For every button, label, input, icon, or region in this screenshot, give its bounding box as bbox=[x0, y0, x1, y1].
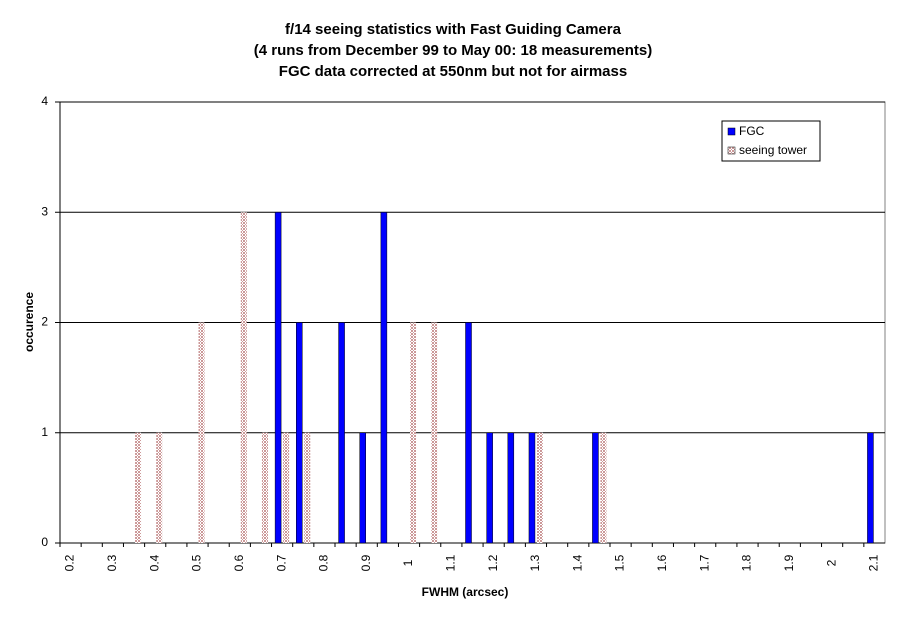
x-tick-label: 1 bbox=[401, 559, 415, 566]
x-tick-label: 0.9 bbox=[359, 554, 373, 571]
chart-subtitle: (4 runs from December 99 to May 00: 18 m… bbox=[254, 42, 653, 59]
bar bbox=[507, 432, 515, 544]
legend-swatch bbox=[727, 127, 736, 136]
bar bbox=[380, 212, 388, 544]
bar bbox=[261, 432, 268, 543]
x-tick-label: 1.2 bbox=[486, 554, 500, 571]
x-tick-label: 1.9 bbox=[782, 554, 796, 571]
bar bbox=[338, 322, 345, 544]
bar bbox=[410, 322, 417, 543]
y-tick-label: 1 bbox=[41, 425, 48, 439]
x-tick-label: 0.8 bbox=[317, 554, 331, 571]
bar bbox=[431, 322, 438, 543]
bar bbox=[536, 432, 543, 543]
y-axis-title: occurence bbox=[22, 292, 36, 352]
bar bbox=[465, 322, 472, 544]
y-tick-label: 3 bbox=[41, 204, 48, 218]
y-tick-label: 0 bbox=[41, 535, 48, 549]
x-tick-label: 1.8 bbox=[740, 554, 754, 571]
x-tick-label: 0.4 bbox=[147, 554, 161, 571]
x-tick-label: 1.6 bbox=[655, 554, 669, 571]
bar bbox=[198, 322, 205, 543]
bar bbox=[274, 212, 282, 544]
y-tick-label: 2 bbox=[41, 315, 48, 329]
y-tick-label: 4 bbox=[41, 94, 48, 108]
legend-box bbox=[721, 120, 821, 162]
x-tick-label: 1.1 bbox=[444, 554, 458, 571]
x-tick-label: 0.6 bbox=[232, 554, 246, 571]
x-tick-label: 1.7 bbox=[697, 554, 711, 571]
x-tick-label: 2.1 bbox=[867, 554, 881, 571]
x-axis-title: FWHM (arcsec) bbox=[422, 585, 509, 599]
bar bbox=[600, 432, 607, 543]
bar bbox=[592, 432, 599, 544]
x-tick-label: 0.7 bbox=[274, 554, 288, 571]
legend-label: FGC bbox=[739, 124, 765, 138]
bar bbox=[528, 432, 536, 544]
x-tick-label: 2 bbox=[824, 559, 838, 566]
x-tick-label: 0.5 bbox=[190, 554, 204, 571]
bar bbox=[359, 432, 366, 544]
legend-label: seeing tower bbox=[739, 143, 807, 157]
bar bbox=[304, 432, 311, 543]
bar bbox=[283, 432, 290, 543]
x-tick-label: 1.4 bbox=[570, 554, 584, 571]
x-tick-label: 1.5 bbox=[613, 554, 627, 571]
legend-swatch bbox=[727, 146, 736, 155]
bar bbox=[486, 432, 493, 544]
x-tick-label: 0.2 bbox=[63, 554, 77, 571]
bar bbox=[135, 432, 142, 543]
x-tick-label: 1.3 bbox=[528, 554, 542, 571]
bar bbox=[867, 432, 874, 544]
chart-subtitle: FGC data corrected at 550nm but not for … bbox=[279, 63, 627, 80]
bar bbox=[240, 212, 247, 543]
x-tick-label: 0.3 bbox=[105, 554, 119, 571]
bar bbox=[156, 432, 163, 543]
chart-title: f/14 seeing statistics with Fast Guiding… bbox=[285, 21, 622, 38]
bar bbox=[296, 322, 303, 544]
